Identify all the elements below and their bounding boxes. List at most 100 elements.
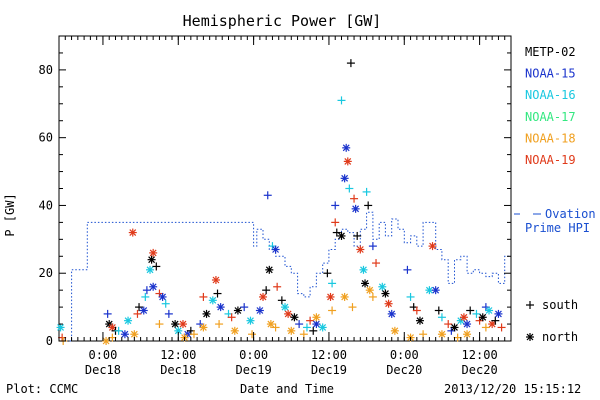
point-south-metp-02 [277,296,286,305]
point-south-metp-02 [346,59,355,68]
point-north-noaa-19 [428,242,437,251]
point-north-metp-02 [478,313,487,322]
point-north-noaa-15 [312,320,321,329]
point-south-metp-02 [323,269,332,278]
y-tick-label: 60 [39,131,53,145]
point-north-noaa-19 [259,292,268,301]
point-north-noaa-16 [208,296,217,305]
point-south-noaa-16 [337,96,346,105]
point-north-metp-02 [415,316,424,325]
legend-ovation-label: Ovation [545,207,596,221]
point-south-metp-02 [213,289,222,298]
y-tick-label: 0 [46,334,53,348]
point-north-noaa-18 [340,292,349,301]
point-south-noaa-16 [362,187,371,196]
point-north-noaa-18 [230,326,239,335]
point-north-noaa-19 [178,320,187,329]
x-tick-label-time: 0:00 [88,348,117,362]
point-south-noaa-18 [348,303,357,312]
point-north-noaa-15 [255,306,264,315]
point-south-noaa-16 [328,279,337,288]
point-south-noaa-18 [299,330,308,339]
point-south-noaa-18 [419,330,428,339]
x-tick-label-date: Dec18 [85,363,121,377]
point-north-noaa-18 [266,320,275,329]
point-north-noaa-15 [387,309,396,318]
point-south-metp-02 [262,286,271,295]
point-north-metp-02 [361,279,370,288]
legend-ovation-label-line2: Prime HPI [525,221,590,235]
point-north-noaa-16 [318,323,327,332]
point-north-noaa-15 [216,303,225,312]
point-south-metp-02 [152,262,161,271]
legend-item-noaa-16: NOAA-16 [525,88,576,102]
y-axis-label: P [GW] [3,193,17,236]
point-north-noaa-16 [246,316,255,325]
point-south-noaa-19 [372,259,381,268]
point-north-noaa-19 [149,248,158,257]
x-tick-label-date: Dec19 [311,363,347,377]
x-tick-label-date: Dec19 [236,363,272,377]
point-south-metp-02 [309,326,318,335]
point-north-noaa-19 [488,320,497,329]
point-north-metp-02 [202,309,211,318]
point-north-metp-02 [147,255,156,264]
point-north-noaa-16 [124,316,133,325]
point-south-noaa-19 [199,292,208,301]
point-north-noaa-19 [211,276,220,284]
point-north-noaa-16 [281,303,289,312]
point-south-metp-02 [353,231,362,240]
point-north-metp-02 [450,323,459,332]
point-north-noaa-15 [158,292,167,301]
point-north-metp-02 [233,306,242,315]
data-points [56,59,506,345]
x-tick-label-time: 12:00 [462,348,498,362]
x-tick-label-date: Dec18 [160,363,196,377]
point-south-noaa-18 [481,323,490,332]
point-north-noaa-15 [340,174,349,183]
y-tick-label: 20 [39,266,53,280]
point-north-noaa-19 [128,228,137,237]
point-south-noaa-15 [368,242,377,251]
legend-north-marker [526,333,534,341]
point-south-metp-02 [434,306,443,315]
legend-item-noaa-15: NOAA-15 [525,67,576,81]
point-south-noaa-18 [271,323,280,332]
point-south-noaa-19 [227,313,236,322]
point-south-noaa-19 [331,218,340,227]
plot-frame [58,35,512,342]
x-tick-label-time: 0:00 [239,348,268,362]
point-north-noaa-18 [287,326,296,335]
point-south-noaa-19 [412,306,421,315]
point-south-noaa-18 [189,330,198,339]
legend: METP-02 NOAA-15 NOAA-16 NOAA-17 NOAA-18 NOAA-… [514,45,596,344]
plot-timestamp: 2013/12/20 15:15:12 [444,382,582,396]
point-south-noaa-15 [295,320,304,329]
point-north-noaa-18 [365,286,374,295]
point-south-noaa-19 [497,323,506,332]
point-south-noaa-18 [328,306,337,315]
legend-item-noaa-19: NOAA-19 [525,153,576,167]
point-north-noaa-16 [56,323,65,332]
point-south-noaa-19 [350,194,359,203]
point-south-noaa-15 [403,265,412,274]
point-north-noaa-16 [359,265,368,274]
point-south-noaa-18 [155,320,164,329]
point-north-noaa-15 [463,320,472,329]
point-north-noaa-16 [485,306,494,315]
point-north-noaa-15 [149,282,158,291]
point-south-noaa-16 [114,326,123,335]
point-south-metp-02 [135,303,144,312]
point-north-noaa-15 [271,245,280,254]
point-north-noaa-18 [437,330,446,339]
legend-north-label: north [542,330,578,344]
point-south-noaa-16 [161,299,170,308]
chart-title: Hemispheric Power [GW] [183,12,382,30]
x-tick-label-date: Dec20 [462,363,498,377]
point-south-noaa-15 [142,286,151,295]
point-north-metp-02 [265,265,274,274]
point-south-metp-02 [491,316,500,325]
point-north-noaa-19 [384,299,393,308]
point-south-noaa-16 [302,323,311,332]
